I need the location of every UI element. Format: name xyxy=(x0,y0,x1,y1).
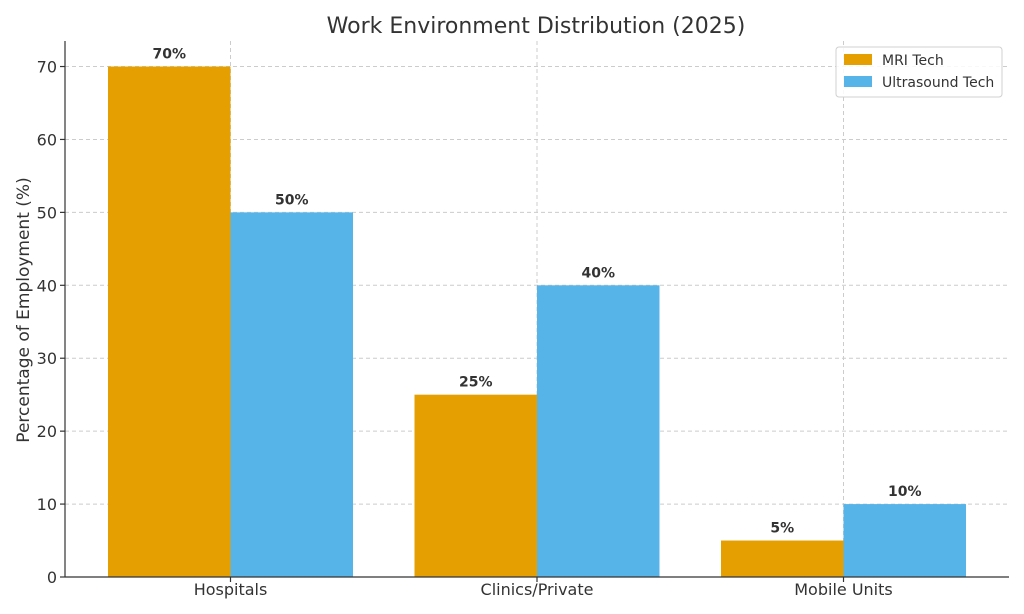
y-tick-label: 20 xyxy=(37,422,57,441)
y-tick-label: 50 xyxy=(37,203,57,222)
y-tick-label: 30 xyxy=(37,349,57,368)
x-tick-label: Mobile Units xyxy=(794,580,892,599)
axes xyxy=(60,41,1009,582)
x-tick-label: Hospitals xyxy=(194,580,268,599)
bar-value-label: 40% xyxy=(581,265,615,281)
y-axis-label: Percentage of Employment (%) xyxy=(14,177,34,442)
bar-labels: 70% 25% 5% 50% 40% 10% xyxy=(152,47,921,537)
legend-swatch xyxy=(844,76,872,87)
bar-value-label: 10% xyxy=(888,484,922,500)
bar xyxy=(843,504,966,577)
bars xyxy=(108,66,966,578)
bar xyxy=(414,394,537,577)
bar-value-label: 70% xyxy=(152,47,186,63)
bar xyxy=(108,66,231,578)
x-tick-label: Clinics/Private xyxy=(481,580,594,599)
legend-label: Ultrasound Tech xyxy=(882,75,994,91)
y-tick-label: 70 xyxy=(37,58,57,77)
y-tick-label: 10 xyxy=(37,495,57,514)
x-tick-labels: Hospitals Clinics/Private Mobile Units xyxy=(194,580,893,599)
legend-swatch xyxy=(844,54,872,65)
chart-title: Work Environment Distribution (2025) xyxy=(327,14,746,39)
bar-value-label: 5% xyxy=(770,521,794,537)
bar xyxy=(537,285,660,577)
bar-value-label: 50% xyxy=(275,192,309,208)
bar xyxy=(721,540,844,577)
legend-label: MRI Tech xyxy=(882,53,944,69)
legend: MRI Tech Ultrasound Tech xyxy=(835,46,1003,98)
bar xyxy=(230,212,353,577)
bar-value-label: 25% xyxy=(459,375,493,391)
y-tick-label: 40 xyxy=(37,276,57,295)
y-tick-label: 60 xyxy=(37,130,57,149)
legend-frame xyxy=(835,46,1003,98)
y-tick-labels: 0 10 20 30 40 50 60 70 xyxy=(37,58,57,587)
y-tick-label: 0 xyxy=(47,568,57,587)
